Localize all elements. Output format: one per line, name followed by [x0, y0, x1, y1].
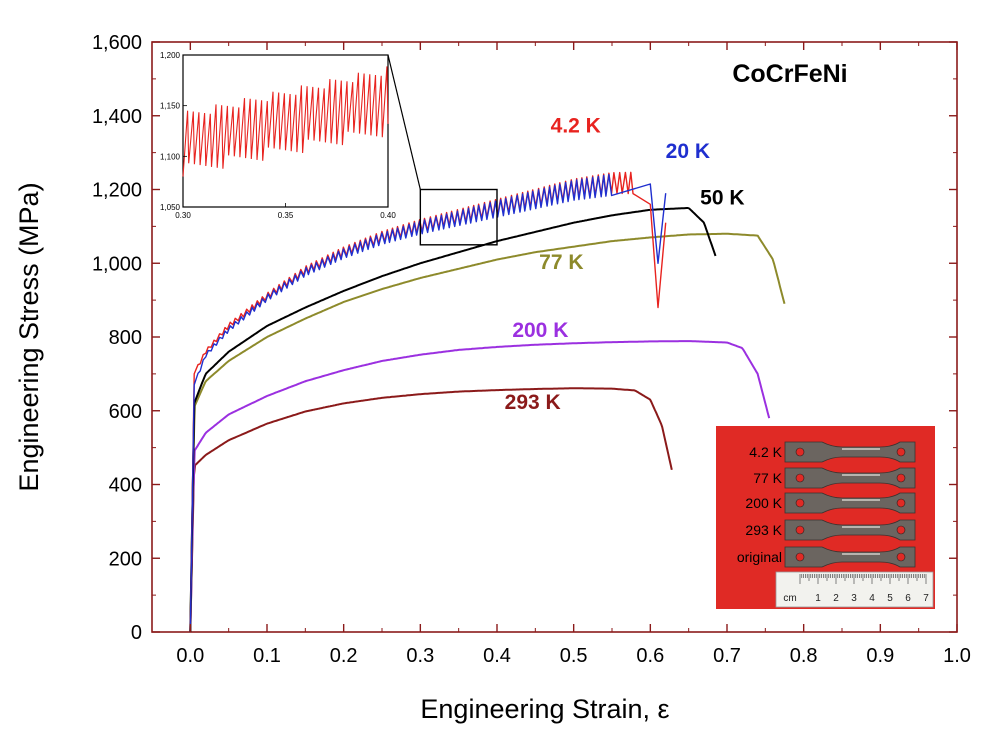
zoom-connector-line — [387, 54, 421, 190]
series-label-4-2-K: 4.2 K — [551, 114, 601, 137]
specimen-hole — [795, 473, 805, 483]
specimen-label: 200 K — [745, 495, 782, 511]
ruler-marks: cm 1 2 3 4 5 6 7 — [783, 574, 929, 604]
axes: 0.0 0.1 0.2 0.3 0.4 0.5 0.6 0.7 0.8 0.9 1.0 0 200 400… — [92, 32, 971, 667]
x-tick-label: 0.6 — [636, 645, 664, 667]
y-tick-label: 0 — [131, 622, 142, 644]
inset-x-tick-label: 0.30 — [175, 211, 191, 220]
x-tick-label: 0.7 — [713, 645, 741, 667]
x-tick-label: 0.9 — [866, 645, 894, 667]
specimen-label: 4.2 K — [749, 444, 782, 460]
ruler-label: 6 — [905, 593, 911, 604]
ruler-label: 4 — [869, 593, 875, 604]
x-axis-title: Engineering Strain, ε — [420, 694, 669, 724]
specimen-hole — [795, 447, 805, 457]
inset-y-tick-label: 1,200 — [160, 51, 181, 60]
y-tick-label: 600 — [109, 401, 142, 423]
inset-x-tick-label: 0.35 — [278, 211, 294, 220]
y-tick-label: 1,600 — [92, 32, 142, 54]
y-tick-label: 1,200 — [92, 180, 142, 202]
specimen-original — [784, 546, 916, 568]
inset-y-tick-label: 1,150 — [160, 102, 181, 111]
specimen-label: 77 K — [753, 470, 782, 486]
specimen-bar — [784, 519, 916, 541]
inset-y-tick-label: 1,050 — [160, 203, 181, 212]
specimen-200-K — [784, 492, 916, 514]
series-curves — [189, 171, 786, 633]
x-tick-label: 0.8 — [790, 645, 818, 667]
inset-zoom-plot: 0.30 0.35 0.40 1,050 1,100 1,150 1,200 — [160, 51, 396, 220]
inset-x-tick-label: 0.40 — [380, 211, 396, 220]
zoom-box — [419, 188, 498, 246]
series-line-4-2-K — [189, 171, 667, 633]
y-tick-label: 400 — [109, 475, 142, 497]
specimen-293-K — [784, 519, 916, 541]
ruler-label: 7 — [923, 593, 929, 604]
zoom-connector-line — [388, 190, 420, 208]
specimen-label: original — [737, 549, 782, 565]
x-tick-label: 0.0 — [176, 645, 204, 667]
y-tick-label: 1,400 — [92, 106, 142, 128]
y-tick-label: 200 — [109, 548, 142, 570]
inset-y-tick-label: 1,100 — [160, 152, 181, 161]
specimen-label: 293 K — [745, 522, 782, 538]
series-line-77-K — [189, 232, 786, 633]
specimen-hole — [795, 498, 805, 508]
specimen-labels: 4.2 K 77 K 200 K 293 K original — [737, 444, 783, 565]
series-label-20-K: 20 K — [666, 140, 710, 163]
x-tick-label: 0.3 — [406, 645, 434, 667]
specimen-hole — [896, 447, 906, 457]
specimen-photo: 4.2 K 77 K 200 K 293 K original cm 1 2 3 4 5 6 7 — [716, 426, 935, 609]
inset-axes: 0.30 0.35 0.40 1,050 1,100 1,150 1,200 — [160, 51, 396, 220]
specimen-bar — [784, 467, 916, 489]
ruler-label: 2 — [833, 593, 839, 604]
specimen-hole — [896, 525, 906, 535]
ruler — [775, 571, 934, 608]
specimen-bar — [784, 441, 916, 463]
chart-title: CoCrFeNi — [732, 60, 847, 88]
specimen-4-2-K — [784, 441, 916, 463]
series-labels: 4.2 K 20 K 50 K 77 K 200 K 293 K — [505, 114, 745, 414]
inset-serrated-line — [182, 66, 389, 177]
x-tick-label: 0.5 — [560, 645, 588, 667]
series-line-293-K — [189, 387, 673, 633]
y-tick-label: 800 — [109, 327, 142, 349]
x-tick-label: 0.1 — [253, 645, 281, 667]
x-tick-label: 0.4 — [483, 645, 511, 667]
specimen-hole — [896, 552, 906, 562]
specimen-77-K — [784, 467, 916, 489]
ruler-label: 1 — [815, 593, 821, 604]
specimen-bars — [784, 441, 916, 568]
series-line-200-K — [189, 340, 771, 633]
y-tick-label: 1,000 — [92, 253, 142, 275]
specimen-hole — [896, 498, 906, 508]
inset-curve — [182, 66, 389, 177]
series-label-77-K: 77 K — [539, 251, 583, 274]
y-axis-title: Engineering Stress (MPa) — [14, 182, 44, 491]
x-tick-label: 1.0 — [943, 645, 971, 667]
series-line-20-K — [189, 173, 667, 633]
specimen-hole — [795, 525, 805, 535]
series-label-293-K: 293 K — [505, 391, 561, 414]
ruler-label: 3 — [851, 593, 857, 604]
ruler-label: 5 — [887, 593, 893, 604]
ruler-label: cm — [783, 593, 796, 604]
specimen-hole — [795, 552, 805, 562]
specimen-bar — [784, 546, 916, 568]
specimen-bar — [784, 492, 916, 514]
x-tick-label: 0.2 — [330, 645, 358, 667]
series-label-200-K: 200 K — [512, 319, 568, 342]
series-line-50-K — [189, 207, 717, 633]
series-label-50-K: 50 K — [700, 186, 744, 209]
specimen-hole — [896, 473, 906, 483]
